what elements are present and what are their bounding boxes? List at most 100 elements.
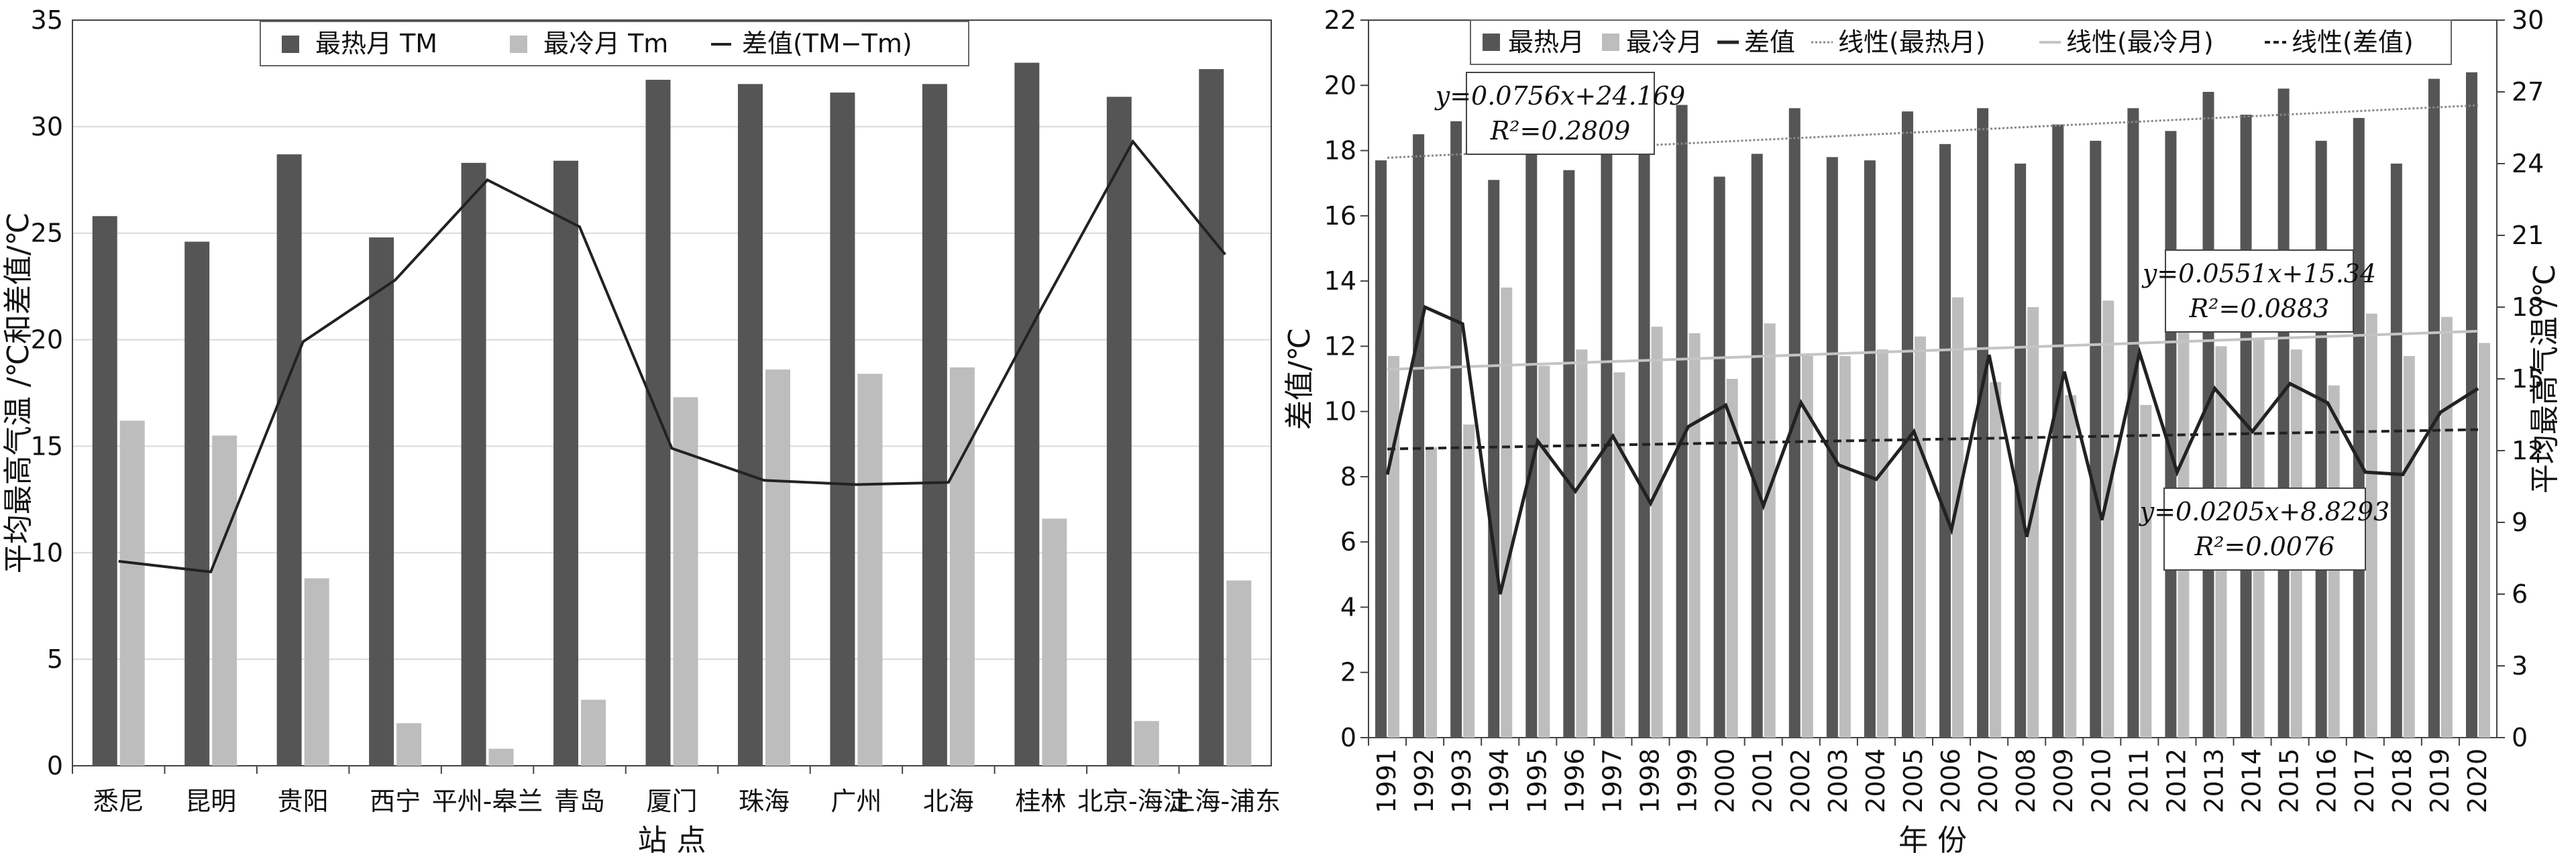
y-tick-label: 5 bbox=[47, 644, 63, 674]
difference-line bbox=[118, 139, 1226, 574]
annotation-box bbox=[2163, 487, 2366, 571]
difference-line bbox=[1385, 304, 2479, 595]
bar-hot bbox=[1413, 134, 1425, 738]
bar-hot bbox=[1525, 140, 1538, 738]
annotation-diff-trend: y=0.0205x+8.8293 R²=0.0076 bbox=[2139, 487, 2390, 571]
y-tick-label: 30 bbox=[31, 112, 63, 141]
bar-hot bbox=[184, 241, 210, 766]
bar-cold bbox=[1463, 424, 1475, 738]
trend-line-diff bbox=[1387, 428, 2479, 451]
x-tick-label: 1994 bbox=[1485, 748, 1514, 813]
x-tick-label: 1996 bbox=[1560, 748, 1589, 813]
x-tick-label: 悉尼 bbox=[93, 787, 144, 816]
bar-hot bbox=[553, 160, 579, 766]
y-right-tick-label: 9 bbox=[2512, 508, 2528, 537]
x-tick-label: 2011 bbox=[2124, 748, 2153, 813]
bar-cold bbox=[1839, 355, 1851, 738]
bar-cold bbox=[2140, 404, 2152, 738]
bar-cold bbox=[212, 435, 237, 766]
bar-cold bbox=[1388, 355, 1400, 738]
bar-cold bbox=[2027, 307, 2039, 738]
x-tick-label: 青岛 bbox=[554, 787, 605, 816]
bar-hot bbox=[2090, 140, 2102, 738]
y-left-tick-label: 6 bbox=[1340, 527, 1356, 557]
bar-hot bbox=[2353, 117, 2365, 738]
y-right-tick-label: 0 bbox=[2512, 723, 2528, 752]
y-right-axis-title: 平均最高气温 /℃ bbox=[2528, 264, 2562, 494]
y-left-axis-title: 差值/℃ bbox=[1283, 328, 1317, 430]
bar-cold bbox=[1914, 336, 1926, 738]
bar-hot bbox=[2277, 89, 2290, 738]
x-tick-label: 广州 bbox=[830, 787, 881, 816]
x-tick-label: 2010 bbox=[2086, 748, 2116, 813]
bar-hot bbox=[1199, 69, 1224, 766]
bar-cold bbox=[1538, 365, 1550, 738]
legend-label-diff: 差值(TM−Tm) bbox=[742, 29, 912, 58]
trend-r-squared: R²=0.0883 bbox=[2189, 294, 2330, 323]
x-axis-title: 站 点 bbox=[638, 823, 706, 858]
bar-cold bbox=[1501, 287, 1513, 738]
bar-hot bbox=[1977, 108, 1989, 738]
legend-label-hot: 最热月 bbox=[1508, 27, 1585, 57]
y-axis-title: 平均最高气温 /℃和差值/℃ bbox=[1, 213, 36, 573]
trend-equation: y=0.0205x+8.8293 bbox=[2139, 497, 2390, 526]
bar-cold bbox=[2102, 300, 2114, 738]
y-right-tick-label: 21 bbox=[2512, 221, 2544, 250]
bar-cold bbox=[1613, 372, 1625, 738]
bar-hot bbox=[1375, 160, 1387, 738]
legend-swatch-hot bbox=[282, 36, 299, 53]
bar-hot bbox=[737, 84, 763, 766]
bar-cold bbox=[1688, 333, 1701, 738]
x-tick-label: 2016 bbox=[2312, 748, 2342, 813]
bar-hot bbox=[2465, 72, 2477, 738]
y-right-tick-label: 15 bbox=[2512, 364, 2544, 394]
bar-hot bbox=[2428, 78, 2440, 738]
bar-cold bbox=[2440, 317, 2453, 738]
trend-r-squared: R²=0.0076 bbox=[2194, 532, 2335, 561]
bar-hot bbox=[1939, 144, 1951, 738]
x-tick-label: 2008 bbox=[2011, 748, 2041, 813]
bar-cold bbox=[396, 723, 422, 766]
x-tick-label: 1997 bbox=[1597, 748, 1627, 813]
x-tick-label: 1995 bbox=[1522, 748, 1552, 813]
x-tick-label: 2001 bbox=[1748, 748, 1778, 813]
x-tick-label: 2003 bbox=[1823, 748, 1853, 813]
bar-cold bbox=[1576, 349, 1588, 738]
bar-cold bbox=[1651, 327, 1663, 738]
station-chart: 0 5 10 15 20 25 30 35 悉尼 昆明 贵阳 西宁 平州-皋兰 青岛 厦门 珠海 广州 北海 桂林北… bbox=[1, 5, 1281, 858]
annual-chart: 0246810121416182022036912151821242730199… bbox=[1283, 5, 2562, 858]
y-tick-label: 20 bbox=[31, 325, 63, 355]
x-tick-label: 厦门 bbox=[646, 787, 697, 816]
legend-swatch-cold bbox=[510, 36, 527, 53]
bar-hot bbox=[461, 162, 486, 766]
bar-hot bbox=[1751, 154, 1763, 738]
bar-hot bbox=[2315, 140, 2327, 738]
x-tick-label: 1993 bbox=[1447, 748, 1477, 813]
bar-cold bbox=[857, 374, 883, 766]
x-tick-label: 2020 bbox=[2463, 748, 2492, 813]
legend-label-cold: 最冷月 bbox=[1626, 27, 1703, 57]
legend-label-cold: 最冷月 Tm bbox=[543, 29, 668, 58]
y-tick-label: 10 bbox=[31, 538, 63, 567]
legend-label-hot: 最热月 TM bbox=[315, 29, 437, 58]
annotation-box bbox=[2165, 249, 2354, 333]
bar-hot bbox=[645, 79, 671, 766]
bar-cold bbox=[1876, 349, 1888, 738]
bar-cold bbox=[119, 420, 145, 766]
x-tick-label: 2006 bbox=[1936, 748, 1966, 813]
bar-cold bbox=[765, 369, 790, 766]
x-tick-label: 2014 bbox=[2237, 748, 2267, 813]
x-tick-label: 昆明 bbox=[185, 787, 236, 816]
bar-hot bbox=[922, 84, 947, 766]
x-tick-label: 1999 bbox=[1673, 748, 1703, 813]
y-left-tick-label: 18 bbox=[1324, 136, 1356, 166]
x-tick-label: 2015 bbox=[2275, 748, 2304, 813]
y-right-tick-label: 30 bbox=[2512, 5, 2544, 35]
bar-cold bbox=[673, 397, 698, 766]
x-tick-label: 2002 bbox=[1786, 748, 1815, 813]
bar-hot bbox=[1488, 180, 1500, 738]
legend: 最热月 最冷月 差值 线性(最热月) 线性(最冷月) 线性(差值) bbox=[1470, 19, 2452, 65]
bar-cold bbox=[488, 748, 514, 766]
x-tick-label: 贵阳 bbox=[278, 787, 329, 816]
legend-box bbox=[260, 21, 969, 66]
